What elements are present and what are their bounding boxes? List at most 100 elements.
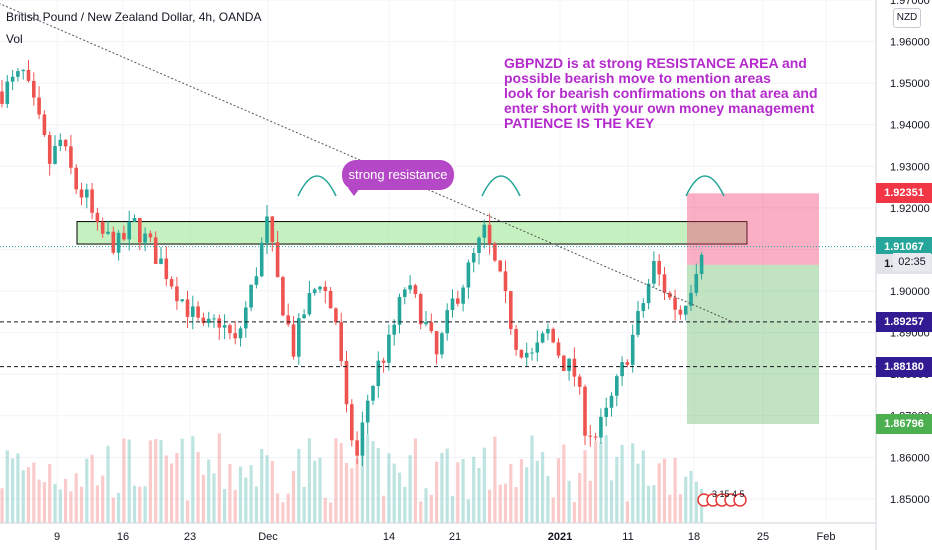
candle-body bbox=[572, 358, 577, 377]
take-profit-zone bbox=[687, 264, 819, 425]
candle-body bbox=[164, 258, 169, 280]
candle-body bbox=[53, 146, 57, 164]
volume-bar bbox=[0, 488, 4, 523]
volume-bar bbox=[668, 494, 672, 523]
candle-body bbox=[132, 217, 137, 222]
volume-bar bbox=[32, 462, 36, 523]
volume-bar bbox=[11, 458, 15, 523]
volume-bar bbox=[26, 467, 31, 523]
x-tick-label: 16 bbox=[117, 531, 129, 543]
candle-body bbox=[387, 334, 391, 363]
rejection-arc bbox=[481, 175, 521, 197]
candle-body bbox=[175, 286, 179, 302]
y-tick-label: 1.94000 bbox=[890, 120, 930, 132]
candle-body bbox=[122, 232, 126, 240]
candle-layer bbox=[0, 59, 704, 467]
x-tick-label: 18 bbox=[688, 531, 700, 543]
candle-body bbox=[540, 333, 545, 343]
volume-bar bbox=[170, 463, 174, 523]
candle-body bbox=[159, 258, 163, 264]
volume-bar bbox=[615, 456, 619, 523]
candle-body bbox=[5, 81, 10, 104]
candle-body bbox=[153, 237, 158, 264]
volume-bar bbox=[201, 474, 205, 523]
candle-body bbox=[403, 289, 407, 297]
volume-bar bbox=[323, 497, 327, 523]
candle-body bbox=[477, 237, 481, 254]
candle-body bbox=[625, 362, 630, 365]
volume-bar bbox=[551, 497, 555, 523]
candle-body bbox=[238, 328, 243, 339]
volume-bar bbox=[42, 482, 46, 523]
analysis-note: GBPNZD is at strong RESISTANCE AREA and … bbox=[504, 56, 818, 131]
candle-body bbox=[47, 135, 52, 164]
price-tag: 1.92351 bbox=[876, 183, 932, 204]
events-icon[interactable]: 3 15 4 5 bbox=[697, 489, 747, 507]
volume-bar bbox=[85, 458, 89, 523]
candle-body bbox=[0, 91, 4, 104]
volume-bar bbox=[488, 489, 492, 523]
volume-bar bbox=[138, 486, 142, 523]
resistance-zone bbox=[76, 221, 748, 245]
price-tag: 1.88180 bbox=[876, 356, 932, 377]
candle-body bbox=[360, 422, 365, 456]
candle-body bbox=[212, 318, 216, 320]
volume-bar bbox=[625, 501, 629, 523]
x-tick-label: 2021 bbox=[548, 531, 572, 543]
volume-bar bbox=[154, 439, 158, 523]
candle-body bbox=[599, 416, 603, 438]
candle-body bbox=[355, 440, 359, 456]
candle-body bbox=[307, 293, 312, 315]
candle-body bbox=[487, 224, 492, 244]
volume-bar bbox=[313, 460, 317, 523]
candle-body bbox=[286, 315, 290, 325]
y-tick-label: 1.86000 bbox=[890, 452, 930, 464]
candle-body bbox=[424, 322, 428, 325]
event-marker[interactable] bbox=[733, 493, 747, 507]
candle-body bbox=[381, 360, 386, 363]
candle-body bbox=[397, 296, 402, 325]
volume-bar bbox=[217, 433, 221, 523]
currency-button[interactable]: NZD bbox=[893, 8, 921, 28]
candle-body bbox=[498, 260, 502, 272]
volume-bar bbox=[684, 476, 688, 523]
candle-body bbox=[588, 435, 593, 437]
rejection-arc bbox=[297, 175, 337, 197]
candle-body bbox=[116, 232, 121, 253]
volume-bar bbox=[297, 448, 301, 523]
candle-body bbox=[583, 386, 587, 436]
volume-bar bbox=[567, 480, 571, 523]
candle-body bbox=[689, 292, 693, 306]
volume-bar bbox=[360, 433, 364, 523]
volume-bar bbox=[254, 486, 258, 523]
candle-body bbox=[297, 318, 301, 357]
candle-body bbox=[482, 224, 487, 238]
volume-bar bbox=[334, 438, 338, 523]
y-tick-label: 1.93000 bbox=[890, 161, 930, 173]
volume-bar bbox=[69, 491, 73, 523]
note-line: enter short with your own money manageme… bbox=[504, 100, 815, 116]
symbol-title: British Pound / New Zealand Dollar, 4h, … bbox=[6, 10, 262, 24]
volume-bar bbox=[530, 435, 534, 523]
candle-body bbox=[339, 322, 343, 362]
volume-bar bbox=[233, 489, 237, 523]
candle-body bbox=[615, 376, 619, 396]
candle-body bbox=[636, 311, 640, 335]
candle-body bbox=[471, 253, 476, 263]
volume-layer bbox=[0, 433, 704, 523]
volume-bar bbox=[366, 434, 370, 523]
candle-body bbox=[169, 279, 174, 287]
candle-body bbox=[85, 189, 89, 198]
candle-body bbox=[392, 324, 396, 335]
volume-bar bbox=[641, 450, 645, 523]
volume-bar bbox=[413, 438, 417, 523]
candle-body bbox=[127, 221, 131, 240]
candle-body bbox=[344, 361, 349, 405]
candle-body bbox=[450, 298, 455, 311]
candle-body bbox=[58, 139, 63, 147]
volume-bar bbox=[572, 502, 576, 523]
stop-loss-zone bbox=[687, 193, 819, 265]
volume-bar bbox=[583, 450, 587, 523]
volume-bar bbox=[53, 483, 57, 523]
